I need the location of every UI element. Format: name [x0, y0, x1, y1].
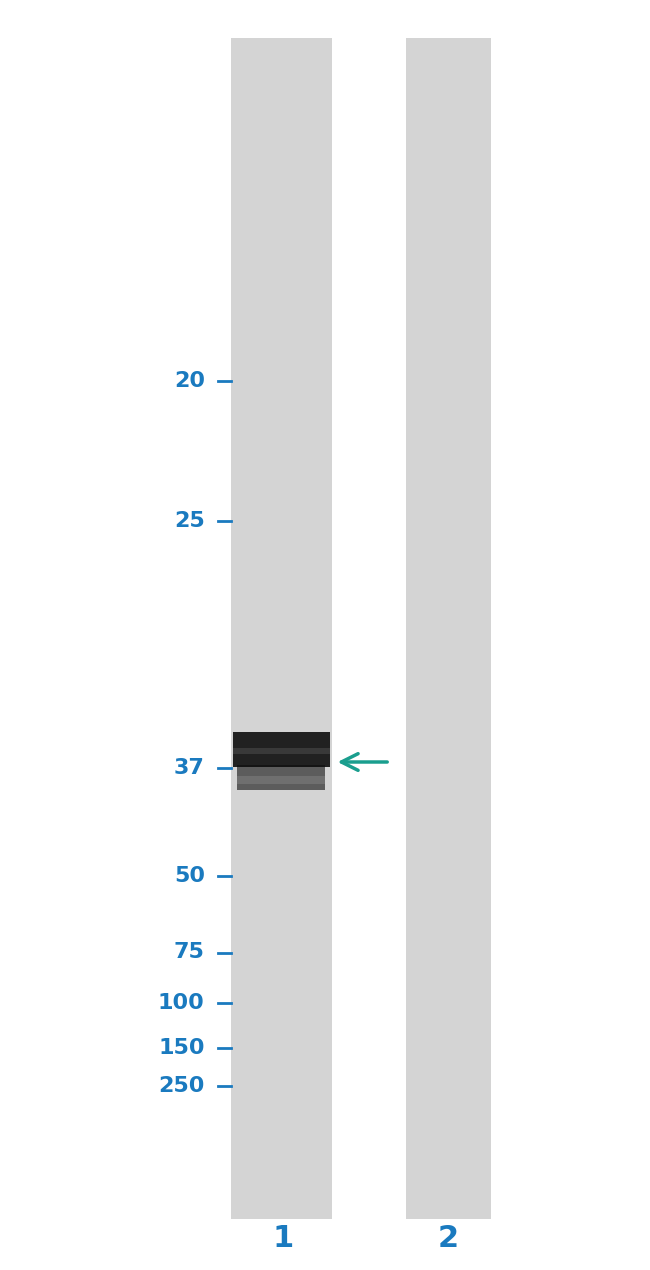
Text: 37: 37: [174, 758, 205, 779]
Bar: [237, 776, 325, 784]
Text: 25: 25: [174, 511, 205, 531]
Bar: [406, 38, 491, 1219]
Text: 75: 75: [174, 942, 205, 963]
Bar: [233, 732, 330, 767]
Text: 2: 2: [438, 1224, 459, 1252]
Text: 150: 150: [158, 1038, 205, 1058]
Text: 20: 20: [174, 371, 205, 391]
Text: 250: 250: [159, 1076, 205, 1096]
Text: 100: 100: [158, 993, 205, 1013]
Text: 50: 50: [174, 866, 205, 886]
Text: 1: 1: [272, 1224, 293, 1252]
Bar: [237, 765, 325, 790]
Bar: [233, 748, 330, 754]
Bar: [231, 38, 332, 1219]
